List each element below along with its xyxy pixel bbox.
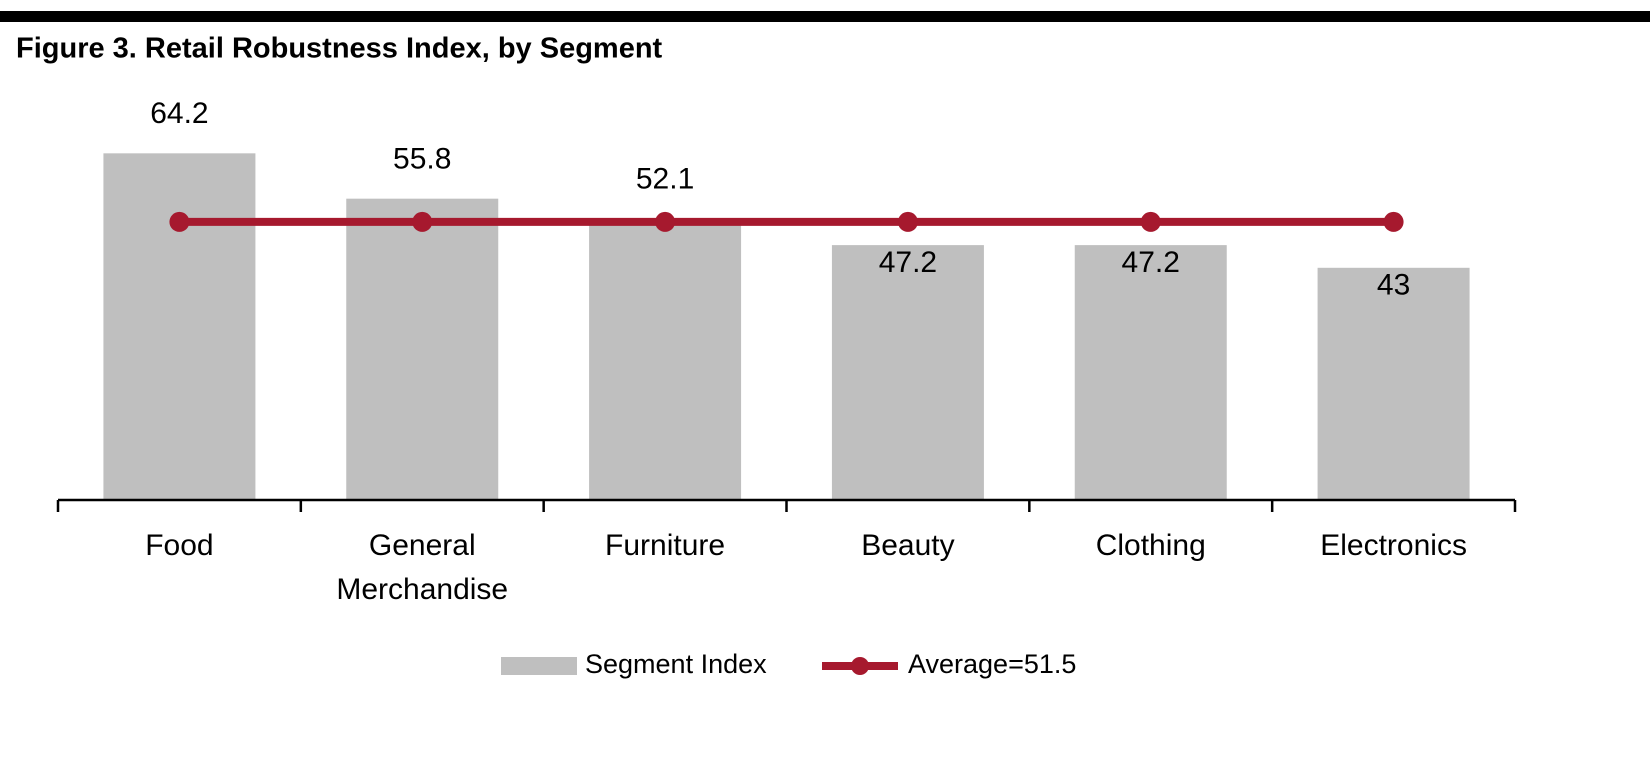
data-label: 47.2 — [1122, 246, 1180, 279]
data-label: 55.8 — [393, 143, 451, 176]
bar — [346, 198, 499, 500]
bar — [589, 218, 742, 500]
top-rule — [0, 11, 1650, 22]
x-tick-label: Furniture — [605, 529, 726, 562]
data-label: 64.2 — [150, 97, 208, 130]
data-label: 47.2 — [879, 246, 937, 279]
data-label: 43 — [1377, 269, 1410, 302]
chart-title: Figure 3. Retail Robustness Index, by Se… — [16, 33, 663, 65]
legend-swatch — [851, 657, 869, 675]
bar — [831, 245, 984, 500]
x-tick-label: Electronics — [1320, 529, 1467, 562]
x-tick-label: Food — [145, 529, 214, 562]
data-label: 52.1 — [636, 163, 694, 196]
average-point — [897, 211, 918, 232]
legend-swatch — [501, 657, 577, 675]
average-point — [412, 211, 433, 232]
average-point — [655, 211, 676, 232]
x-tick-label: Clothing — [1095, 529, 1206, 562]
x-tick-label: General Merchandise — [336, 529, 509, 606]
x-tick-label: Beauty — [861, 529, 955, 562]
average-point — [169, 211, 190, 232]
average-point — [1140, 211, 1161, 232]
average-point — [1383, 211, 1404, 232]
legend-label: Average=51.5 — [908, 649, 1076, 679]
bar — [103, 153, 256, 500]
bar — [1074, 245, 1227, 500]
legend-label: Segment Index — [585, 649, 767, 679]
bar — [1317, 267, 1470, 500]
